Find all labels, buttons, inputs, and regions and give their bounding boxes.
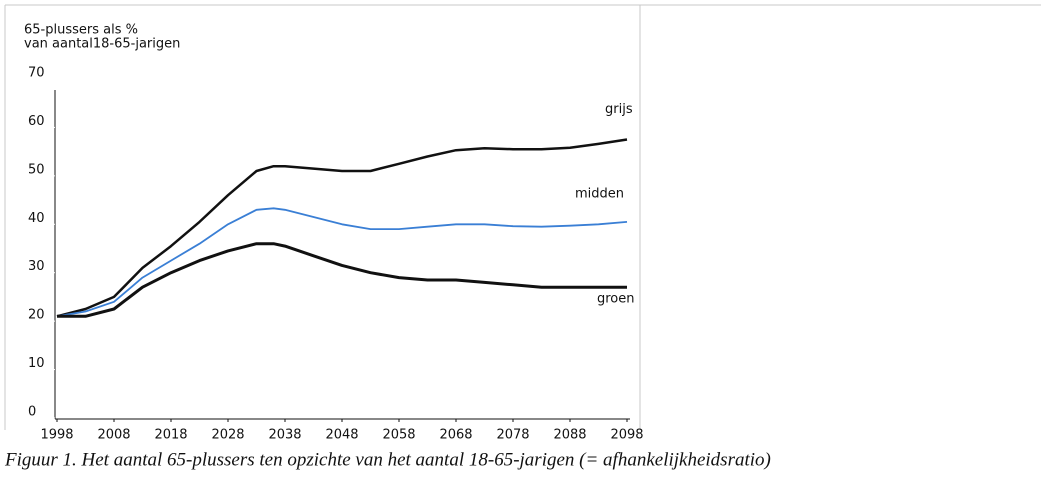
caption: Figuur 1. Het aantal 65-plussers ten opz… xyxy=(4,449,771,470)
y-tick-label: 10 xyxy=(28,356,45,371)
y-axis-title: 65-plussers als % xyxy=(24,23,138,38)
x-tick-label: 2048 xyxy=(325,428,358,443)
y-tick-label: 60 xyxy=(28,114,45,129)
y-tick-label: 40 xyxy=(28,211,45,226)
series-line xyxy=(57,242,627,318)
series-label: groen xyxy=(597,292,635,307)
y-axis-title: van aantal18-65-jarigen xyxy=(24,37,180,52)
x-tick-label: 2028 xyxy=(211,428,244,443)
y-tick-label: 20 xyxy=(28,308,45,323)
series-line xyxy=(56,138,628,318)
x-tick-label: 2058 xyxy=(382,428,415,443)
series-label: grijs xyxy=(605,102,633,117)
x-tick-label: 2018 xyxy=(154,428,187,443)
y-tick-label: 50 xyxy=(28,162,45,177)
series-line xyxy=(56,207,628,318)
y-tick-label: 30 xyxy=(28,259,45,274)
x-tick-label: 2098 xyxy=(610,428,643,443)
x-tick-label: 2068 xyxy=(439,428,472,443)
x-tick-label: 2078 xyxy=(496,428,529,443)
series-label: midden xyxy=(575,186,624,201)
x-tick-label: 2008 xyxy=(97,428,130,443)
y-tick-label: 0 xyxy=(28,405,36,420)
y-tick-label: 70 xyxy=(28,66,45,81)
x-tick-label: 2088 xyxy=(553,428,586,443)
x-tick-label: 2038 xyxy=(268,428,301,443)
x-tick-label: 1998 xyxy=(40,428,73,443)
